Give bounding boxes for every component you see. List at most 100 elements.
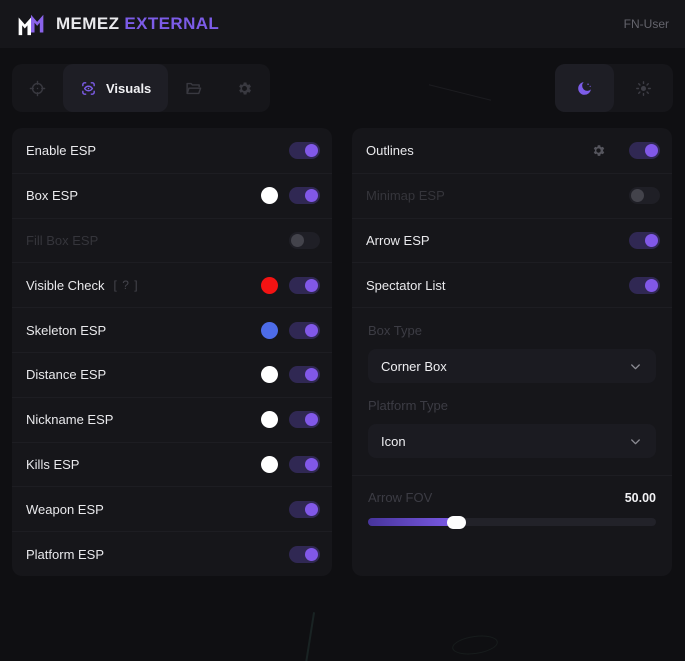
skeleton-esp-toggle[interactable]	[289, 321, 320, 339]
arrow-fov-slider[interactable]	[368, 515, 656, 529]
slider-fill	[368, 515, 466, 529]
box-type-select[interactable]: Corner Box	[368, 349, 656, 384]
platform-type-group: Platform Type Icon	[352, 398, 672, 459]
platform-type-value: Icon	[381, 433, 406, 449]
toggle-knob	[305, 547, 318, 561]
skeleton-esp-color-swatch[interactable]	[261, 321, 278, 339]
dark-mode-button[interactable]	[555, 64, 614, 112]
username-label: FN-User	[623, 17, 669, 31]
spectator-list-toggle[interactable]	[629, 276, 660, 294]
help-hint[interactable]: [ ? ]	[113, 278, 139, 293]
header: MEMEZ EXTERNAL FN-User	[0, 0, 685, 48]
toggle-knob	[305, 413, 318, 427]
setting-label: Weapon ESP	[26, 501, 104, 517]
row-fill-box-esp: Fill Box ESP	[12, 217, 332, 263]
toggle-knob	[305, 323, 318, 337]
row-minimap-esp: Minimap ESP	[352, 172, 672, 218]
setting-label: Arrow ESP	[366, 232, 430, 248]
toolbar: Visuals	[12, 64, 673, 112]
tab-settings[interactable]	[219, 64, 270, 112]
toggle-knob	[305, 368, 318, 382]
box-esp-toggle[interactable]	[289, 187, 320, 205]
setting-label: Nickname ESP	[26, 412, 114, 428]
background-artifact	[304, 612, 316, 661]
toggle-knob	[291, 233, 304, 247]
brand: MEMEZ EXTERNAL	[16, 12, 219, 37]
platform-esp-toggle[interactable]	[289, 545, 320, 563]
toggle-knob	[631, 189, 644, 203]
light-mode-button[interactable]	[614, 64, 673, 112]
platform-type-select[interactable]: Icon	[368, 424, 656, 459]
toggle-knob	[305, 189, 318, 203]
row-enable-esp: Enable ESP	[12, 128, 332, 173]
weapon-esp-toggle[interactable]	[289, 500, 320, 518]
distance-esp-color-swatch[interactable]	[261, 366, 278, 384]
row-arrow-esp: Arrow ESP	[352, 217, 672, 263]
row-skeleton-esp: Skeleton ESP	[12, 307, 332, 352]
row-kills-esp: Kills ESP	[12, 441, 332, 487]
setting-label: Visible Check	[26, 277, 105, 293]
toggle-knob	[305, 457, 318, 471]
setting-label: Enable ESP	[26, 142, 97, 158]
app-title-accent: EXTERNAL	[124, 14, 220, 33]
folder-icon	[185, 80, 202, 97]
box-type-group: Box Type Corner Box	[352, 307, 672, 384]
setting-label: Kills ESP	[26, 456, 80, 472]
row-box-esp: Box ESP	[12, 172, 332, 218]
distance-esp-toggle[interactable]	[289, 366, 320, 384]
tab-visuals[interactable]: Visuals	[63, 64, 169, 112]
toggle-knob	[305, 502, 318, 516]
arrow-fov-value: 50.00	[624, 490, 656, 505]
box-type-value: Corner Box	[381, 358, 447, 374]
setting-label: Minimap ESP	[366, 188, 445, 204]
nickname-esp-color-swatch[interactable]	[261, 411, 278, 429]
setting-label: Spectator List	[366, 277, 446, 293]
box-type-label: Box Type	[368, 323, 422, 339]
moon-icon	[576, 80, 593, 97]
slider-handle[interactable]	[446, 515, 466, 529]
sun-icon	[635, 80, 652, 97]
toggle-knob	[645, 278, 658, 292]
outlines-settings-gear-icon[interactable]	[591, 143, 606, 158]
enable-esp-toggle[interactable]	[289, 141, 320, 159]
outlines-toggle[interactable]	[629, 141, 660, 159]
crosshair-icon	[29, 80, 46, 97]
minimap-esp-toggle[interactable]	[629, 187, 660, 205]
setting-label: Skeleton ESP	[26, 322, 107, 338]
fill-box-esp-toggle[interactable]	[289, 231, 320, 249]
chevron-down-icon	[628, 434, 643, 449]
gear-icon	[236, 80, 253, 97]
chevron-down-icon	[628, 359, 643, 374]
setting-label: Platform ESP	[26, 546, 105, 562]
visible-check-toggle[interactable]	[289, 276, 320, 294]
row-distance-esp: Distance ESP	[12, 351, 332, 397]
visuals-right-panel: Outlines Minimap ESP Arrow ESP	[352, 128, 672, 576]
nickname-esp-toggle[interactable]	[289, 411, 320, 429]
app-logo-icon	[16, 12, 46, 37]
kills-esp-color-swatch[interactable]	[261, 455, 278, 473]
visible-check-color-swatch[interactable]	[261, 276, 278, 294]
row-platform-esp: Platform ESP	[12, 531, 332, 576]
row-nickname-esp: Nickname ESP	[12, 396, 332, 442]
app-title-primary: MEMEZ	[56, 14, 120, 33]
tab-configs[interactable]	[168, 64, 219, 112]
toggle-knob	[305, 278, 318, 292]
theme-toggle	[555, 64, 673, 112]
row-outlines: Outlines	[352, 128, 672, 173]
background-artifact	[450, 632, 500, 658]
arrow-esp-toggle[interactable]	[629, 231, 660, 249]
toggle-knob	[645, 143, 658, 157]
toggle-knob	[645, 233, 658, 247]
tab-aimbot[interactable]	[12, 64, 63, 112]
tab-visuals-label: Visuals	[106, 80, 152, 96]
kills-esp-toggle[interactable]	[289, 455, 320, 473]
setting-label: Outlines	[366, 142, 414, 158]
box-esp-color-swatch[interactable]	[261, 187, 278, 205]
setting-label: Distance ESP	[26, 367, 107, 383]
visuals-left-panel: Enable ESP Box ESP Fill Box ESP Visible …	[12, 128, 332, 576]
arrow-fov-group: Arrow FOV 50.00	[352, 475, 672, 529]
app-title: MEMEZ EXTERNAL	[56, 14, 219, 34]
setting-label: Box ESP	[26, 188, 79, 204]
row-spectator-list: Spectator List	[352, 262, 672, 307]
